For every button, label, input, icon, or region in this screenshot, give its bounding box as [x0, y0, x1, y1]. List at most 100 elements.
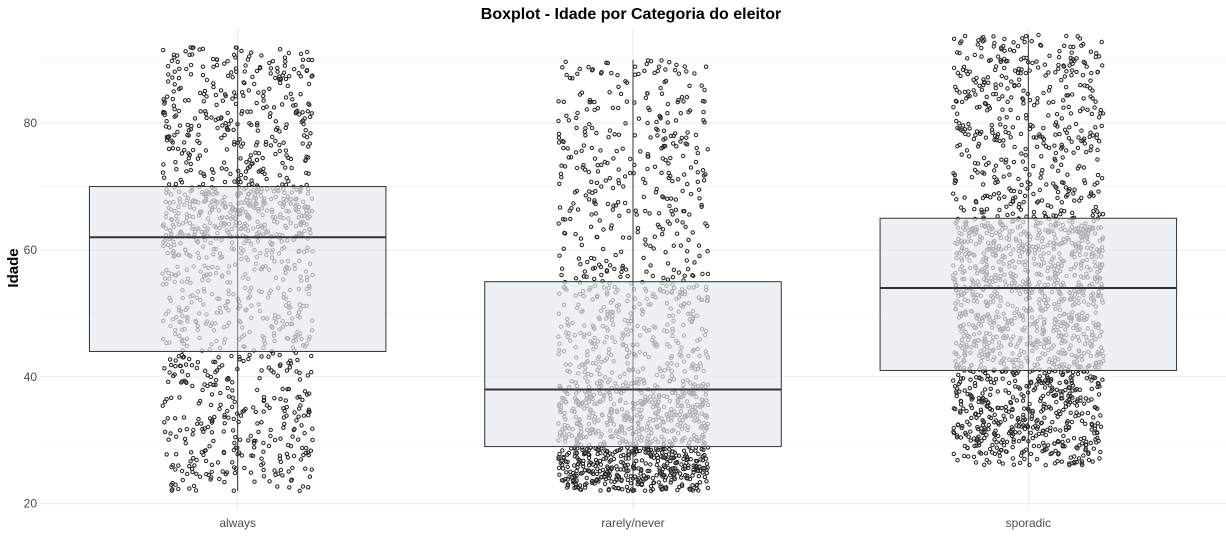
data-point: [1088, 374, 1093, 379]
data-point: [271, 105, 277, 110]
data-point: [981, 35, 986, 40]
data-point: [184, 380, 189, 385]
data-point: [255, 387, 260, 393]
data-point: [597, 458, 603, 464]
data-point: [697, 253, 702, 259]
data-point: [616, 485, 621, 491]
data-point: [593, 457, 599, 463]
data-point: [976, 399, 981, 405]
data-point: [683, 141, 688, 146]
data-point: [975, 42, 980, 47]
data-point: [280, 182, 285, 187]
data-point: [702, 474, 708, 480]
data-point: [980, 400, 985, 405]
data-point: [985, 75, 990, 80]
data-point: [301, 413, 307, 418]
data-point: [1088, 130, 1093, 135]
data-point: [196, 416, 201, 422]
data-point: [1059, 142, 1064, 148]
data-point: [561, 99, 566, 105]
data-point: [965, 419, 970, 424]
data-point: [1034, 457, 1040, 462]
data-point: [678, 111, 683, 116]
data-point: [992, 437, 997, 442]
data-point: [183, 49, 188, 54]
data-point: [224, 167, 229, 172]
data-point: [1019, 392, 1024, 397]
data-point: [305, 155, 311, 160]
data-point: [1053, 150, 1059, 156]
data-point: [597, 218, 602, 223]
data-point: [623, 121, 628, 126]
data-point: [693, 448, 698, 453]
data-point: [1018, 131, 1024, 137]
data-point: [973, 460, 979, 465]
data-point: [212, 414, 217, 420]
data-point: [169, 488, 175, 493]
data-point: [1018, 71, 1023, 76]
data-point: [1045, 443, 1051, 448]
data-point: [654, 186, 659, 192]
data-point: [951, 378, 956, 383]
data-point: [1080, 106, 1085, 111]
data-point: [307, 391, 312, 396]
data-point: [171, 373, 176, 379]
data-point: [989, 123, 994, 128]
data-point: [688, 457, 693, 462]
data-point: [953, 84, 958, 90]
data-point: [1002, 194, 1007, 200]
data-point: [965, 391, 970, 397]
data-point: [283, 182, 289, 188]
data-point: [577, 66, 582, 72]
data-point: [169, 482, 174, 488]
data-point: [641, 446, 647, 451]
data-point: [673, 207, 679, 213]
data-point: [190, 45, 195, 51]
data-point: [184, 66, 189, 72]
data-point: [954, 50, 960, 55]
data-point: [601, 246, 606, 252]
data-point: [1074, 56, 1079, 61]
data-point: [575, 71, 580, 77]
data-point: [200, 64, 206, 69]
data-point: [1075, 166, 1081, 171]
data-point: [298, 92, 303, 97]
data-point: [972, 443, 977, 449]
data-point: [561, 246, 566, 252]
data-point: [238, 156, 243, 161]
data-point: [958, 409, 963, 414]
data-point: [991, 192, 997, 197]
data-point: [619, 269, 624, 275]
data-point: [270, 351, 276, 356]
data-point: [261, 395, 267, 400]
data-point: [1010, 445, 1015, 450]
data-point: [635, 477, 640, 483]
data-point: [1011, 48, 1017, 54]
data-point: [1053, 158, 1058, 163]
data-point: [1006, 165, 1011, 170]
data-point: [191, 483, 197, 489]
data-point: [190, 147, 196, 153]
data-point: [1011, 462, 1017, 467]
data-point: [189, 363, 195, 368]
data-point: [1074, 403, 1080, 408]
data-point: [951, 191, 956, 196]
data-point: [233, 94, 239, 99]
data-point: [973, 200, 979, 205]
data-point: [983, 135, 989, 140]
data-point: [979, 45, 984, 51]
data-point: [218, 390, 223, 396]
data-point: [985, 377, 990, 382]
data-point: [215, 460, 221, 465]
data-point: [618, 274, 623, 279]
data-point: [986, 427, 991, 432]
data-point: [1055, 195, 1060, 201]
data-point: [681, 99, 686, 104]
data-point: [964, 96, 969, 101]
data-point: [256, 151, 262, 156]
data-point: [170, 96, 176, 102]
data-point: [576, 256, 582, 261]
data-point: [987, 460, 992, 465]
data-point: [556, 118, 561, 124]
